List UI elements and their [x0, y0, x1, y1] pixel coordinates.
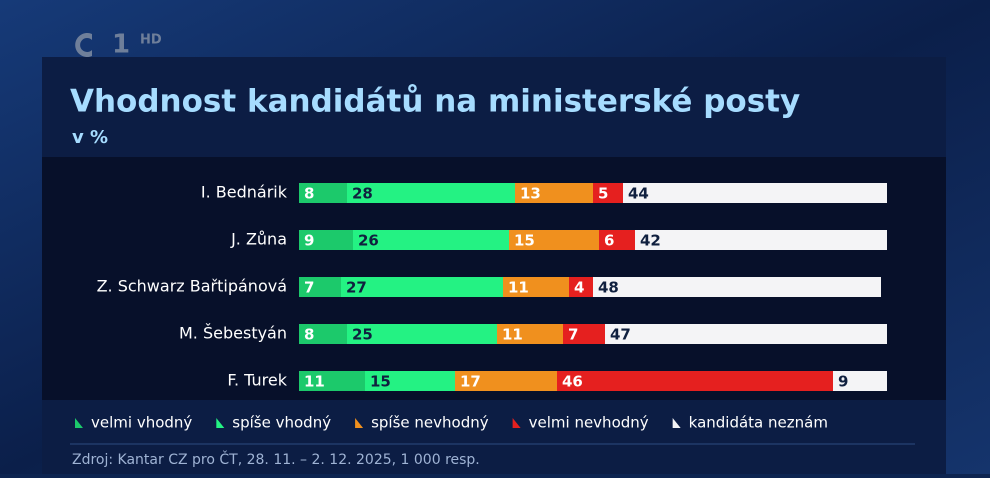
bar-segment	[509, 230, 599, 250]
category-label: Z. Schwarz Bařtipánová	[97, 277, 287, 296]
value-label: 7	[304, 279, 314, 297]
value-label: 9	[304, 232, 314, 250]
bar-segment	[299, 371, 365, 391]
bar-segment	[833, 371, 887, 391]
category-label: J. Zůna	[230, 230, 287, 249]
legend-marker	[512, 418, 521, 428]
chart-title: Vhodnost kandidátů na ministerské posty	[70, 84, 800, 120]
legend-label: velmi vhodný	[91, 414, 192, 432]
bar-segment	[503, 277, 569, 297]
value-label: 48	[598, 279, 619, 297]
bar-segment	[635, 230, 887, 250]
category-label: M. Šebestyán	[179, 324, 287, 343]
value-label: 5	[598, 185, 608, 203]
source: Zdroj: Kantar CZ pro ČT, 28. 11. – 2. 12…	[72, 450, 480, 468]
value-label: 28	[352, 185, 373, 203]
value-label: 4	[574, 279, 584, 297]
bar-segment	[623, 183, 887, 203]
bar-segment	[593, 277, 881, 297]
legend-marker	[672, 418, 681, 428]
bar-segment	[299, 324, 347, 344]
legend-label: velmi nevhodný	[529, 414, 649, 432]
value-label: 25	[352, 326, 373, 344]
legend-label: spíše vhodný	[232, 414, 331, 432]
category-label: I. Bednárik	[201, 183, 288, 202]
value-label: 7	[568, 326, 578, 344]
legend-marker	[355, 418, 364, 428]
logo-channel: 1	[112, 30, 130, 60]
value-label: 42	[640, 232, 661, 250]
value-label: 11	[502, 326, 523, 344]
value-label: 27	[346, 279, 367, 297]
value-label: 8	[304, 185, 314, 203]
value-label: 47	[610, 326, 631, 344]
value-label: 9	[838, 373, 848, 391]
value-label: 26	[358, 232, 379, 250]
bar-segment	[563, 324, 605, 344]
legend-label: kandidáta neznám	[689, 414, 828, 432]
logo-mark	[75, 33, 92, 57]
bar-segment	[341, 277, 503, 297]
bar-segment	[299, 183, 347, 203]
legend-label: spíše nevhodný	[371, 414, 489, 432]
legend-marker	[75, 418, 83, 428]
bar-segment	[365, 371, 455, 391]
bar-segment	[605, 324, 887, 344]
value-label: 13	[520, 185, 541, 203]
bar-segment	[593, 183, 623, 203]
bar-segment	[455, 371, 557, 391]
bar-segment	[569, 277, 593, 297]
value-label: 17	[460, 373, 481, 391]
bar-segment	[299, 277, 341, 297]
logo-badge: HD	[140, 33, 162, 48]
value-label: 44	[628, 185, 649, 203]
bar-segment	[497, 324, 563, 344]
bar-segment	[347, 324, 497, 344]
legend-marker	[216, 418, 225, 428]
bar-segment	[599, 230, 635, 250]
chart-subtitle: v %	[72, 127, 108, 148]
value-label: 11	[508, 279, 529, 297]
value-label: 15	[370, 373, 391, 391]
bar-segment	[557, 371, 833, 391]
bar-segment	[353, 230, 509, 250]
bar-segment	[347, 183, 515, 203]
category-label: F. Turek	[227, 371, 287, 390]
bar-segment	[515, 183, 593, 203]
value-label: 46	[562, 373, 583, 391]
bar-segment	[299, 230, 353, 250]
value-label: 6	[604, 232, 614, 250]
value-label: 15	[514, 232, 535, 250]
value-label: 8	[304, 326, 314, 344]
value-label: 11	[304, 373, 325, 391]
